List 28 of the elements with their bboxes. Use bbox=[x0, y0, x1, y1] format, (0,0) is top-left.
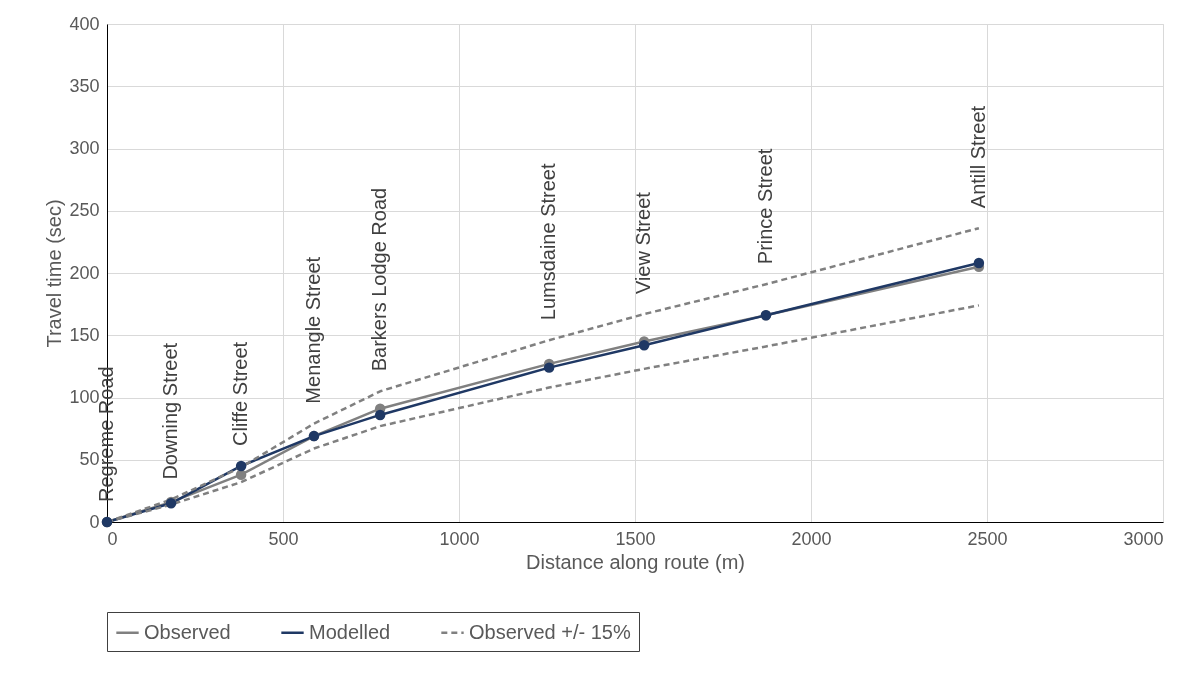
annotation: Prince Street bbox=[753, 148, 776, 265]
x-tick-label: 2500 bbox=[967, 528, 1008, 549]
y-tick-label: 400 bbox=[69, 13, 100, 34]
x-tick-label: 500 bbox=[268, 528, 299, 549]
legend-label: Modelled bbox=[309, 620, 391, 643]
x-tick-label: 1000 bbox=[439, 528, 480, 549]
x-axis-title: Distance along route (m) bbox=[526, 550, 745, 573]
y-tick-label: 200 bbox=[69, 262, 100, 283]
y-tick-label: 100 bbox=[69, 387, 100, 407]
x-tick-label: 2000 bbox=[791, 528, 832, 549]
y-tick-label: 150 bbox=[69, 324, 100, 345]
legend-label: Observed +/- 15% bbox=[469, 620, 631, 643]
x-tick-label: 3000 bbox=[1123, 528, 1164, 549]
annotation: View Street bbox=[632, 191, 655, 295]
y-tick-label: 300 bbox=[69, 138, 100, 158]
annotation: Downing Street bbox=[159, 342, 182, 480]
annotation: Lumsdaine Street bbox=[537, 163, 560, 321]
annotation: Barkers Lodge Road bbox=[368, 187, 391, 372]
x-tick-label: 1500 bbox=[615, 528, 656, 549]
y-axis-title: Travel time (sec) bbox=[43, 199, 66, 348]
legend-label: Observed bbox=[144, 620, 231, 643]
annotation: Menangle Street bbox=[301, 256, 324, 404]
annotation: Cliffe Street bbox=[229, 341, 252, 446]
y-tick-label: 0 bbox=[89, 511, 100, 532]
y-tick-label: 250 bbox=[69, 200, 100, 221]
y-tick-label: 350 bbox=[69, 75, 100, 96]
annotation: Antill Street bbox=[966, 105, 989, 209]
x-tick-label: 0 bbox=[107, 528, 118, 549]
